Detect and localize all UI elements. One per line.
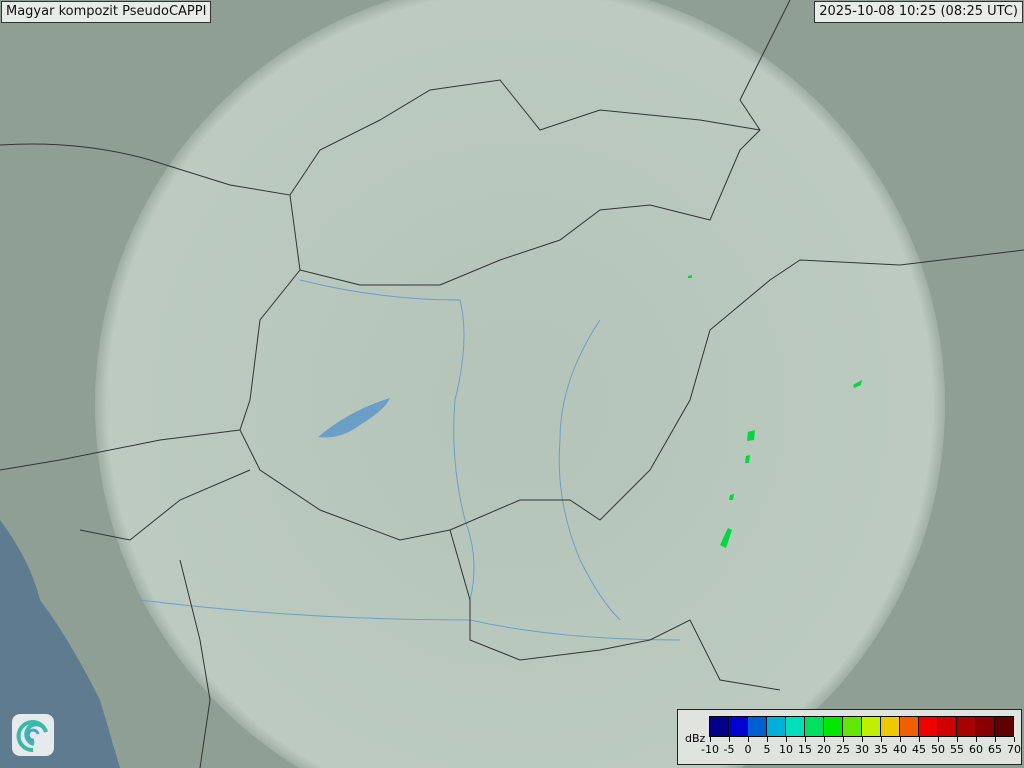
legend-tick-label: -10 <box>701 743 719 756</box>
echo-cell <box>747 430 755 441</box>
legend-tick-label: 20 <box>817 743 831 756</box>
legend-color-cell <box>805 717 824 736</box>
legend-color-cell <box>976 717 995 736</box>
legend-tick-label: 55 <box>950 743 964 756</box>
legend-tick-mark <box>1014 737 1015 742</box>
legend-tick-label: 0 <box>744 743 752 756</box>
legend-tick-mark <box>805 737 806 742</box>
legend-tick-label: 5 <box>763 743 771 756</box>
legend-color-cell <box>729 717 748 736</box>
lake-balaton <box>318 398 390 438</box>
legend-tick-mark <box>957 737 958 742</box>
legend-color-cell <box>995 717 1013 736</box>
legend-tick-label: 10 <box>779 743 793 756</box>
legend-tick-mark <box>881 737 882 742</box>
legend-color-cell <box>767 717 786 736</box>
color-scale-legend: dBz -10 -5 0 5 10 15 20 25 30 35 40 45 50 55 60 65 70 <box>677 709 1022 765</box>
echo-cell <box>853 380 862 388</box>
legend-tick-mark <box>767 737 768 742</box>
legend-tick-label: 50 <box>931 743 945 756</box>
echo-cell <box>720 528 732 548</box>
legend-tick-mark <box>938 737 939 742</box>
legend-color-cell <box>748 717 767 736</box>
timestamp: 2025-10-08 10:25 (08:25 UTC) <box>814 1 1023 23</box>
legend-tick-mark <box>862 737 863 742</box>
legend-color-cell <box>710 717 729 736</box>
echo-cell <box>688 275 692 278</box>
legend-unit: dBz <box>685 732 706 745</box>
legend-tick-label: 40 <box>893 743 907 756</box>
legend-color-bar <box>709 716 1014 737</box>
radar-echoes <box>688 275 862 548</box>
legend-tick-label: 70 <box>1007 743 1021 756</box>
legend-tick-mark <box>786 737 787 742</box>
legend-color-cell <box>786 717 805 736</box>
legend-tick-mark <box>900 737 901 742</box>
legend-color-cell <box>862 717 881 736</box>
legend-tick-label: 35 <box>874 743 888 756</box>
legend-tick-mark <box>976 737 977 742</box>
legend-tick-mark <box>919 737 920 742</box>
legend-tick-mark <box>843 737 844 742</box>
legend-tick-mark <box>824 737 825 742</box>
radar-coverage-area <box>94 0 946 768</box>
legend-tick-mark <box>748 737 749 742</box>
legend-color-cell <box>957 717 976 736</box>
echo-cell <box>745 455 750 463</box>
legend-color-cell <box>938 717 957 736</box>
legend-color-cell <box>919 717 938 736</box>
legend-tick-mark <box>710 737 711 742</box>
legend-color-cell <box>824 717 843 736</box>
legend-tick-label: 30 <box>855 743 869 756</box>
product-title: Magyar kompozit PseudoCAPPI <box>1 1 212 23</box>
legend-tick-mark <box>995 737 996 742</box>
legend-tick-label: 15 <box>798 743 812 756</box>
rivers <box>139 279 681 641</box>
legend-color-cell <box>881 717 900 736</box>
legend-tick-label: 45 <box>912 743 926 756</box>
legend-tick-label: 25 <box>836 743 850 756</box>
echo-cell <box>729 494 734 500</box>
legend-color-cell <box>900 717 919 736</box>
legend-tick-mark <box>729 737 730 742</box>
legend-tick-label: 65 <box>988 743 1002 756</box>
legend-color-cell <box>843 717 862 736</box>
legend-tick-label: -5 <box>723 743 735 756</box>
legend-tick-label: 60 <box>969 743 983 756</box>
swirl-logo-icon <box>12 714 54 756</box>
adriatic-sea <box>0 520 120 768</box>
